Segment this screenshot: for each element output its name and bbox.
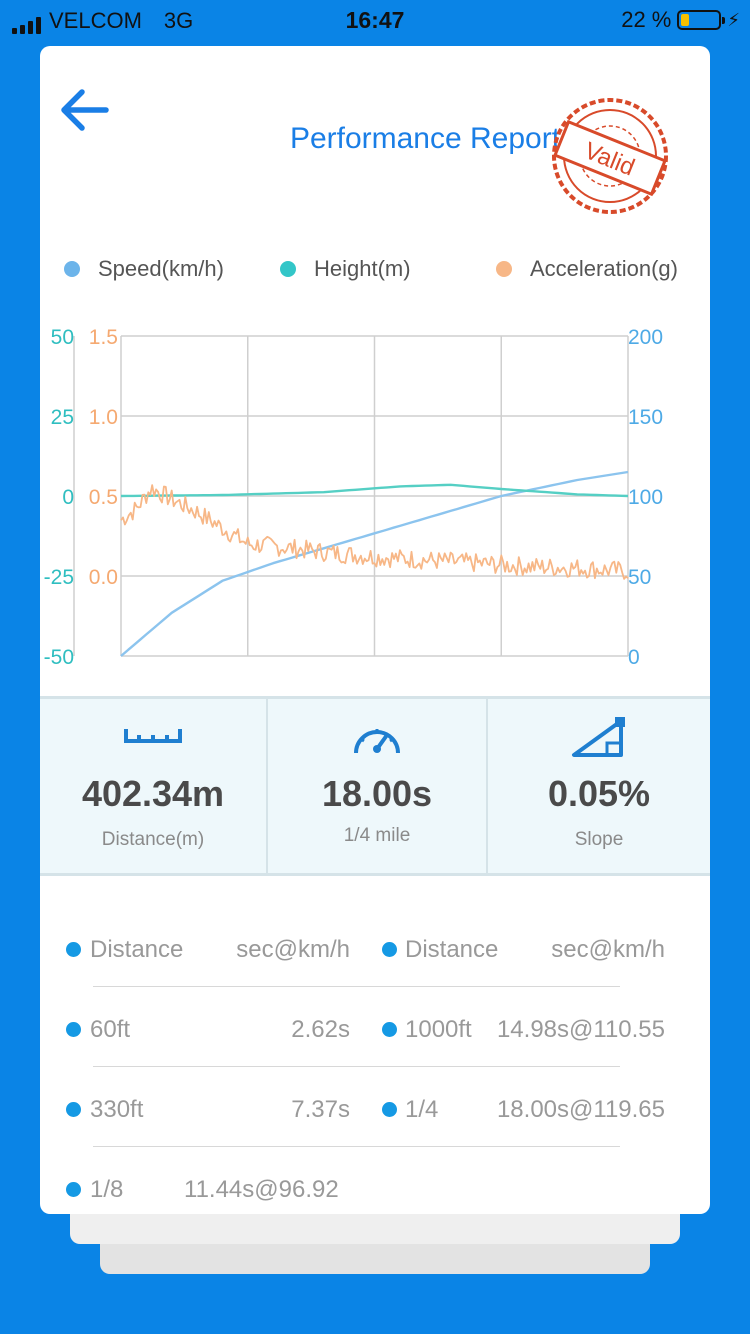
legend-acceleration: Acceleration(g) xyxy=(496,256,678,282)
divider xyxy=(266,699,268,876)
row-left-label: 330ft xyxy=(90,1096,144,1123)
charging-icon: ⚡ xyxy=(727,9,740,30)
stat-slope: 0.05% Slope xyxy=(488,699,710,876)
legend-speed: Speed(km/h) xyxy=(64,256,224,282)
battery-level xyxy=(681,14,690,26)
back-button[interactable] xyxy=(58,86,114,134)
status-bar: VELCOM 3G 16:47 22 % ⚡ xyxy=(0,0,750,40)
acceleration-axis-tick-label: 0.0 xyxy=(89,566,118,589)
row-left-value: 7.37s xyxy=(291,1096,350,1123)
bullet-icon xyxy=(382,942,397,957)
row-right-label: 1000ft xyxy=(405,1016,472,1043)
stat-distance: 402.34m Distance(m) xyxy=(40,699,266,876)
back-arrow-icon xyxy=(61,89,109,131)
row-divider xyxy=(93,986,620,987)
speedometer-icon xyxy=(354,729,400,754)
height-axis-tick-label: 25 xyxy=(51,406,74,429)
acceleration-axis-tick-label: 1.5 xyxy=(89,326,118,349)
clock: 16:47 xyxy=(345,7,405,33)
page-title: Performance Report xyxy=(289,122,561,155)
speed-axis-tick-label: 200 xyxy=(628,326,663,349)
row-left-value: 11.44s@96.92 xyxy=(184,1176,339,1203)
header-right-value: sec@km/h xyxy=(551,936,665,963)
header-right-label: Distance xyxy=(405,936,499,963)
performance-chart: 50 25 0 -25 -50 1.5 1.0 0.5 0.0 200 150 100 50 0 xyxy=(44,326,663,666)
valid-stamp-icon: Valid xyxy=(552,98,668,214)
row-right-value: 14.98s@110.55 xyxy=(496,1016,665,1043)
status-left: VELCOM 3G xyxy=(12,8,193,34)
stat-quarter-mile: 18.00s 1/4 mile xyxy=(268,699,486,876)
stat-value: 0.05% xyxy=(547,773,651,814)
row-left-label: 60ft xyxy=(90,1016,131,1043)
legend-height: Height(m) xyxy=(280,256,411,282)
battery-percent: 22 % xyxy=(621,7,672,32)
speed-axis-tick-label: 100 xyxy=(628,486,663,509)
status-right: 22 % ⚡ xyxy=(621,7,740,33)
row-left-label: 1/8 xyxy=(90,1176,124,1203)
battery-icon xyxy=(677,10,726,30)
stat-label: 1/4 mile xyxy=(343,825,411,846)
report-card: Performance Report Valid Speed(km/h) Hei… xyxy=(40,46,710,1214)
network-type: 3G xyxy=(163,8,194,33)
legend-dot-icon xyxy=(496,261,512,277)
row-divider xyxy=(93,1066,620,1067)
bullet-icon xyxy=(382,1102,397,1117)
stat-value: 18.00s xyxy=(321,773,433,814)
speed-series-line xyxy=(120,470,629,657)
row-left-value: 2.62s xyxy=(291,1016,350,1043)
row-divider xyxy=(93,1146,620,1147)
bullet-icon xyxy=(66,942,81,957)
stats-panel: 402.34m Distance(m) 18.00s 1/4 mile 0.05… xyxy=(40,696,710,876)
bullet-icon xyxy=(66,1022,81,1037)
legend-label: Height(m) xyxy=(314,256,411,281)
acceleration-series-line xyxy=(120,484,629,580)
stat-label: Distance(m) xyxy=(101,829,205,850)
speed-axis-tick-label: 50 xyxy=(628,566,651,589)
legend-dot-icon xyxy=(280,261,296,277)
legend-label: Acceleration(g) xyxy=(530,256,678,281)
speed-axis-tick-label: 0 xyxy=(628,646,640,666)
carrier-name: VELCOM xyxy=(49,8,142,33)
bullet-icon xyxy=(66,1182,81,1197)
legend-dot-icon xyxy=(64,261,80,277)
header-left-value: sec@km/h xyxy=(236,936,350,963)
divider xyxy=(486,699,488,876)
bullet-icon xyxy=(66,1102,81,1117)
stat-label: Slope xyxy=(574,829,624,850)
stat-value: 402.34m xyxy=(81,773,225,814)
chart-legend: Speed(km/h) Height(m) Acceleration(g) xyxy=(40,256,710,286)
speed-axis-tick-label: 150 xyxy=(628,406,663,429)
legend-label: Speed(km/h) xyxy=(98,256,224,281)
row-right-label: 1/4 xyxy=(405,1096,439,1123)
bullet-icon xyxy=(382,1022,397,1037)
acceleration-axis-tick-label: 0.5 xyxy=(89,486,118,509)
acceleration-axis-tick-label: 1.0 xyxy=(89,406,118,429)
ruler-icon xyxy=(124,729,182,743)
height-axis-tick-label: -25 xyxy=(44,566,74,589)
height-axis-tick-label: 50 xyxy=(51,326,74,349)
header-left-label: Distance xyxy=(90,936,184,963)
height-axis-tick-label: -50 xyxy=(44,646,74,666)
row-right-value: 18.00s@119.65 xyxy=(496,1096,665,1123)
signal-icon xyxy=(12,16,41,34)
slope-icon xyxy=(572,717,625,757)
height-series-line xyxy=(120,483,629,498)
height-axis-tick-label: 0 xyxy=(62,486,74,509)
